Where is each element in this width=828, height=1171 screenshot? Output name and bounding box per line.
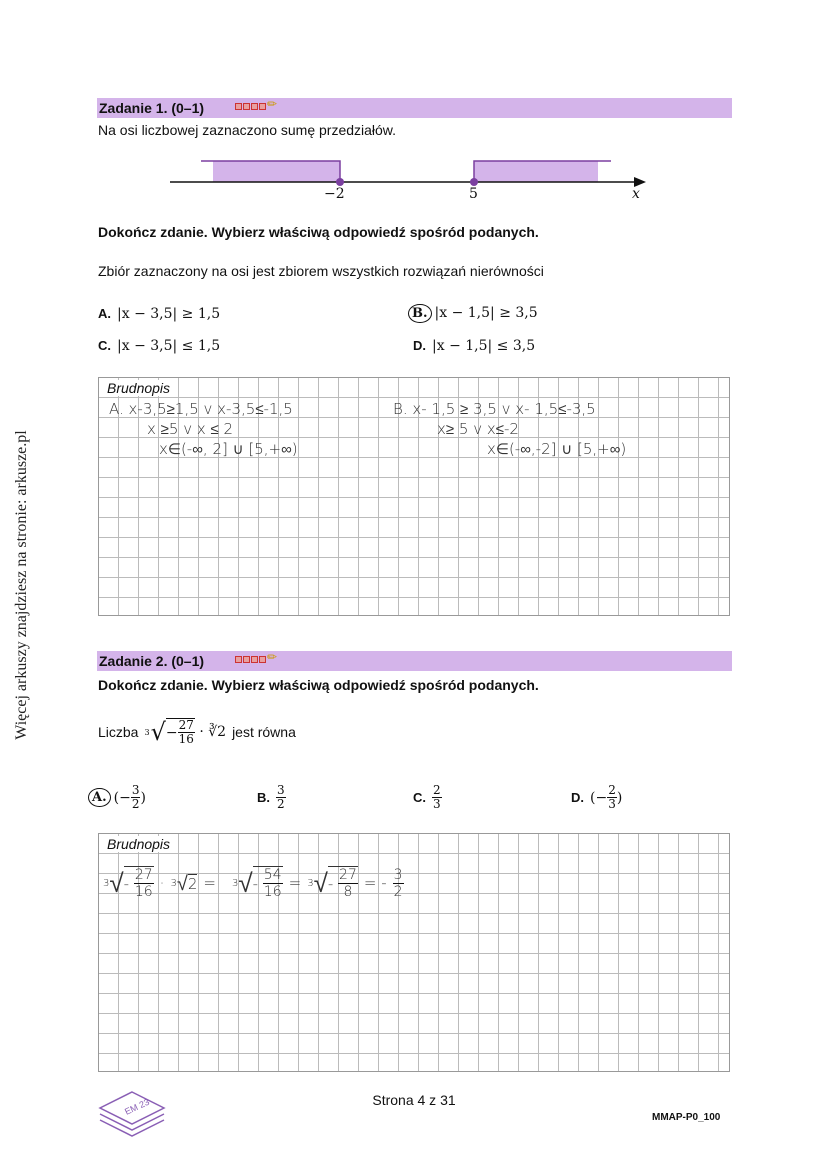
- interval-left-fill: [213, 161, 340, 182]
- scratchpad-title: Brudnopis: [107, 836, 171, 852]
- tick-label-minus2: −2: [324, 186, 345, 202]
- axis-arrow: [634, 177, 646, 187]
- point-5: [470, 178, 478, 186]
- scratchpad-title: Brudnopis: [107, 380, 171, 396]
- task2-instruction: Dokończ zdanie. Wybierz właściwą odpowie…: [98, 677, 539, 693]
- svg-text:EM 23: EM 23: [123, 1097, 151, 1117]
- task1-title: Zadanie 1. (0–1): [99, 100, 205, 116]
- page-number: Strona 4 z 31: [372, 1092, 456, 1108]
- publisher-logo: EM 23: [98, 1091, 166, 1137]
- tick-label-5: 5: [469, 186, 478, 202]
- handwriting-line: x∈(-∞, 2] ∪ [5,+∞): [159, 440, 298, 458]
- scratchpad-1[interactable]: Brudnopis A. x-3,5≥1,5 v x-3,5≤-1,5 x ≥5…: [98, 377, 730, 616]
- point-minus2: [336, 178, 344, 186]
- task1-instruction: Dokończ zdanie. Wybierz właściwą odpowie…: [98, 224, 539, 240]
- task1-option-c[interactable]: C. |x − 3,5| ≤ 1,5: [98, 338, 221, 354]
- handwriting-line: 3 √ - 27 16 · 3 √ 2 = 3 √ - 54 16 = 3 √ - 27 8 = - …: [103, 866, 404, 900]
- task2-option-d[interactable]: D. (− 2 3): [571, 783, 623, 811]
- task2-option-b[interactable]: B. 3 2: [257, 783, 286, 811]
- cube-root-expression: 3 √ −27 16 · ∛2: [144, 718, 227, 746]
- number-line: [170, 160, 646, 187]
- axis-var-label: x: [632, 186, 640, 202]
- task1-stem: Zbiór zaznaczony na osi jest zbiorem wsz…: [98, 263, 544, 279]
- interval-right-fill: [474, 161, 598, 182]
- pencil-icon: ✏: [267, 97, 278, 111]
- skill-boxes-icon: ✏: [235, 650, 277, 664]
- task1-intro: Na osi liczbowej zaznaczono sumę przedzi…: [98, 122, 397, 138]
- task1-option-d[interactable]: D. |x − 1,5| ≤ 3,5: [413, 338, 536, 354]
- task1-option-a[interactable]: A. |x − 3,5| ≥ 1,5: [98, 306, 221, 322]
- scratchpad-2[interactable]: Brudnopis 3 √ - 27 16 · 3 √ 2 = 3 √ - 54 16 = 3 √…: [98, 833, 730, 1072]
- side-watermark: Więcej arkuszy znajdziesz na stronie: ar…: [13, 430, 30, 740]
- task1-option-b[interactable]: B. |x − 1,5| ≥ 3,5: [408, 304, 538, 323]
- pencil-icon: ✏: [267, 650, 278, 664]
- task2-stem: Liczba 3 √ −27 16 · ∛2 jest równa: [98, 718, 296, 746]
- skill-boxes-icon: ✏: [235, 97, 277, 111]
- task2-title: Zadanie 2. (0–1): [99, 653, 205, 669]
- handwriting-line: A. x-3,5≥1,5 v x-3,5≤-1,5: [109, 400, 293, 418]
- handwriting-line: B. x- 1,5 ≥ 3,5 v x- 1,5≤-3,5: [393, 400, 596, 418]
- handwriting-line: x∈(-∞,-2] ∪ [5,+∞): [487, 440, 627, 458]
- handwriting-line: x≥ 5 v x≤-2: [437, 420, 519, 438]
- interval-right-line: [473, 160, 611, 182]
- task2-header: Zadanie 2. (0–1) ✏: [97, 650, 732, 671]
- task2-option-c[interactable]: C. 2 3: [413, 783, 442, 811]
- task1-header: Zadanie 1. (0–1) ✏: [97, 97, 732, 118]
- task2-option-a[interactable]: A. (− 3 2): [88, 784, 146, 811]
- handwriting-line: x ≥5 v x ≤ 2: [147, 420, 234, 438]
- interval-left-line: [201, 160, 341, 182]
- exam-code: MMAP-P0_100: [652, 1112, 721, 1123]
